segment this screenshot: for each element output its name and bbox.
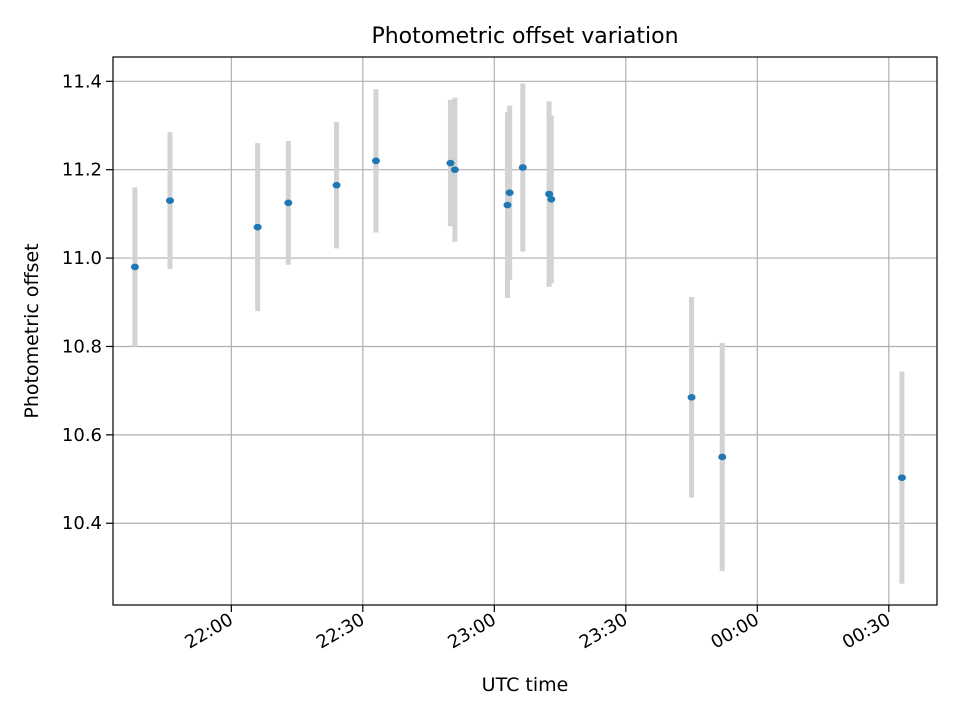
grid	[113, 57, 937, 605]
axes-frame	[112, 56, 938, 606]
y-tick-label: 11.2	[62, 160, 102, 181]
data-point	[687, 393, 696, 401]
y-axis-label: Photometric offset	[21, 243, 43, 418]
data-point	[371, 157, 380, 165]
data-point	[545, 190, 554, 198]
y-tick-label: 10.6	[62, 425, 102, 446]
x-tick-label: 23:00	[444, 609, 499, 653]
y-tick-label: 10.8	[62, 336, 102, 357]
x-tick-label: 22:30	[313, 609, 368, 653]
data-point	[332, 181, 341, 189]
y-tick-label: 10.4	[62, 513, 102, 534]
data-point	[547, 196, 556, 203]
y-ticks: 10.4 10.6 10.8 11.0 11.2 11.4	[62, 71, 113, 534]
data-points	[130, 157, 906, 482]
data-point	[130, 263, 139, 271]
x-tick-label: 00:30	[839, 609, 894, 653]
y-tick-label: 11.0	[62, 248, 102, 269]
data-point	[446, 159, 455, 167]
x-ticks: 22:00 22:30 23:00 23:30 00:00 00:30	[181, 605, 894, 653]
x-axis-label: UTC time	[482, 674, 569, 696]
x-tick-label: 22:00	[181, 609, 236, 653]
data-point	[450, 166, 459, 173]
y-tick-label: 11.4	[62, 71, 102, 92]
error-bars	[132, 83, 905, 584]
data-point	[503, 201, 512, 209]
data-point	[718, 453, 727, 461]
data-point	[253, 223, 262, 231]
data-point	[505, 189, 514, 196]
data-point	[284, 199, 293, 207]
x-tick-label: 23:30	[576, 609, 631, 653]
data-point	[518, 164, 527, 171]
data-point	[165, 197, 174, 204]
x-tick-label: 00:00	[707, 609, 762, 653]
chart-title: Photometric offset variation	[371, 24, 678, 49]
data-point	[897, 474, 906, 482]
